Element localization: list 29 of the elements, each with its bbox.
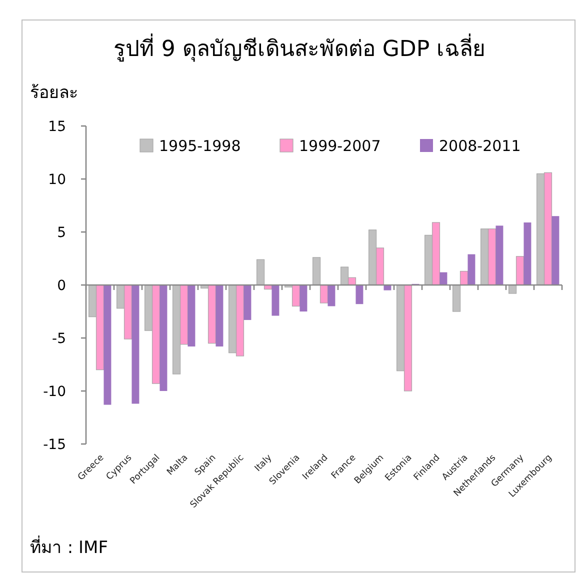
bar	[188, 285, 196, 346]
bar	[356, 285, 364, 304]
y-tick-label: 15	[48, 119, 66, 135]
legend-label: 1999-2007	[299, 137, 381, 155]
bar	[160, 285, 168, 391]
legend-label: 2008-2011	[439, 137, 521, 155]
y-tick-label: 5	[57, 225, 66, 241]
y-tick-label: -10	[43, 384, 66, 400]
bar	[468, 254, 476, 285]
bar	[272, 285, 280, 316]
bar	[216, 285, 224, 346]
bar	[244, 285, 252, 320]
bar	[132, 285, 140, 404]
bar	[524, 222, 532, 285]
y-tick-label: -15	[43, 437, 66, 453]
y-tick-label: 0	[57, 278, 66, 294]
bar	[384, 285, 392, 290]
y-tick-label: -5	[52, 331, 66, 347]
bar	[300, 285, 308, 312]
bar	[104, 285, 112, 405]
legend-label: 1995-1998	[159, 137, 241, 155]
y-axis-title: ร้อยละ	[30, 83, 78, 103]
bar	[496, 226, 504, 285]
chart-title: รูปที่ 9 ดุลบัญชีเดินสะพัดต่อ GDP เฉลี่ย	[113, 33, 486, 62]
bar	[328, 285, 336, 306]
y-tick-label: 10	[48, 172, 66, 188]
text: ที่มา : IMF	[30, 535, 108, 558]
bar	[552, 216, 560, 285]
bar	[440, 272, 448, 285]
